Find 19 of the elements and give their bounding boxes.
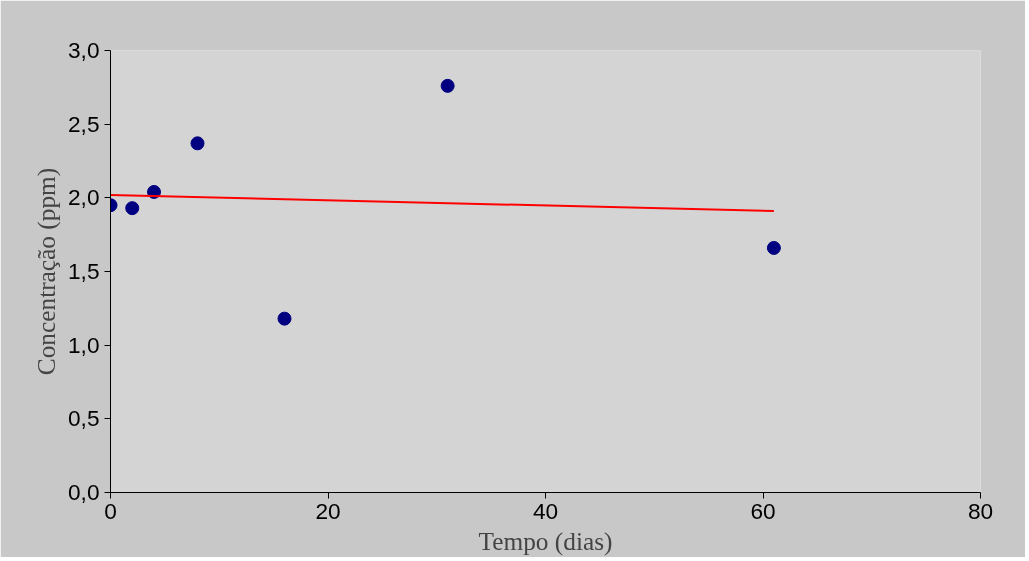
x-tick-label: 40 xyxy=(532,497,559,524)
x-tick-label: 20 xyxy=(315,497,341,524)
y-tick-label: 2,0 xyxy=(68,184,100,211)
point xyxy=(190,136,205,151)
y-tick-label: 0,0 xyxy=(68,479,100,505)
y-axis-title: Concentração (ppm) xyxy=(32,167,61,376)
y-tick-label: 0,5 xyxy=(68,405,100,432)
point xyxy=(277,311,292,326)
point xyxy=(125,201,140,216)
x-tick-label: 60 xyxy=(750,497,776,524)
y-tick-label: 1,0 xyxy=(68,331,100,358)
point xyxy=(766,240,781,255)
x-tick-label: 80 xyxy=(967,497,994,524)
x-tick-label: 0 xyxy=(104,497,117,524)
x-axis-title: Tempo (dias) xyxy=(478,526,613,556)
y-tick-label: 3,0 xyxy=(68,37,100,63)
point xyxy=(440,78,455,93)
y-tick-label: 2,5 xyxy=(68,110,100,137)
y-tick-label: 1,5 xyxy=(68,258,100,284)
